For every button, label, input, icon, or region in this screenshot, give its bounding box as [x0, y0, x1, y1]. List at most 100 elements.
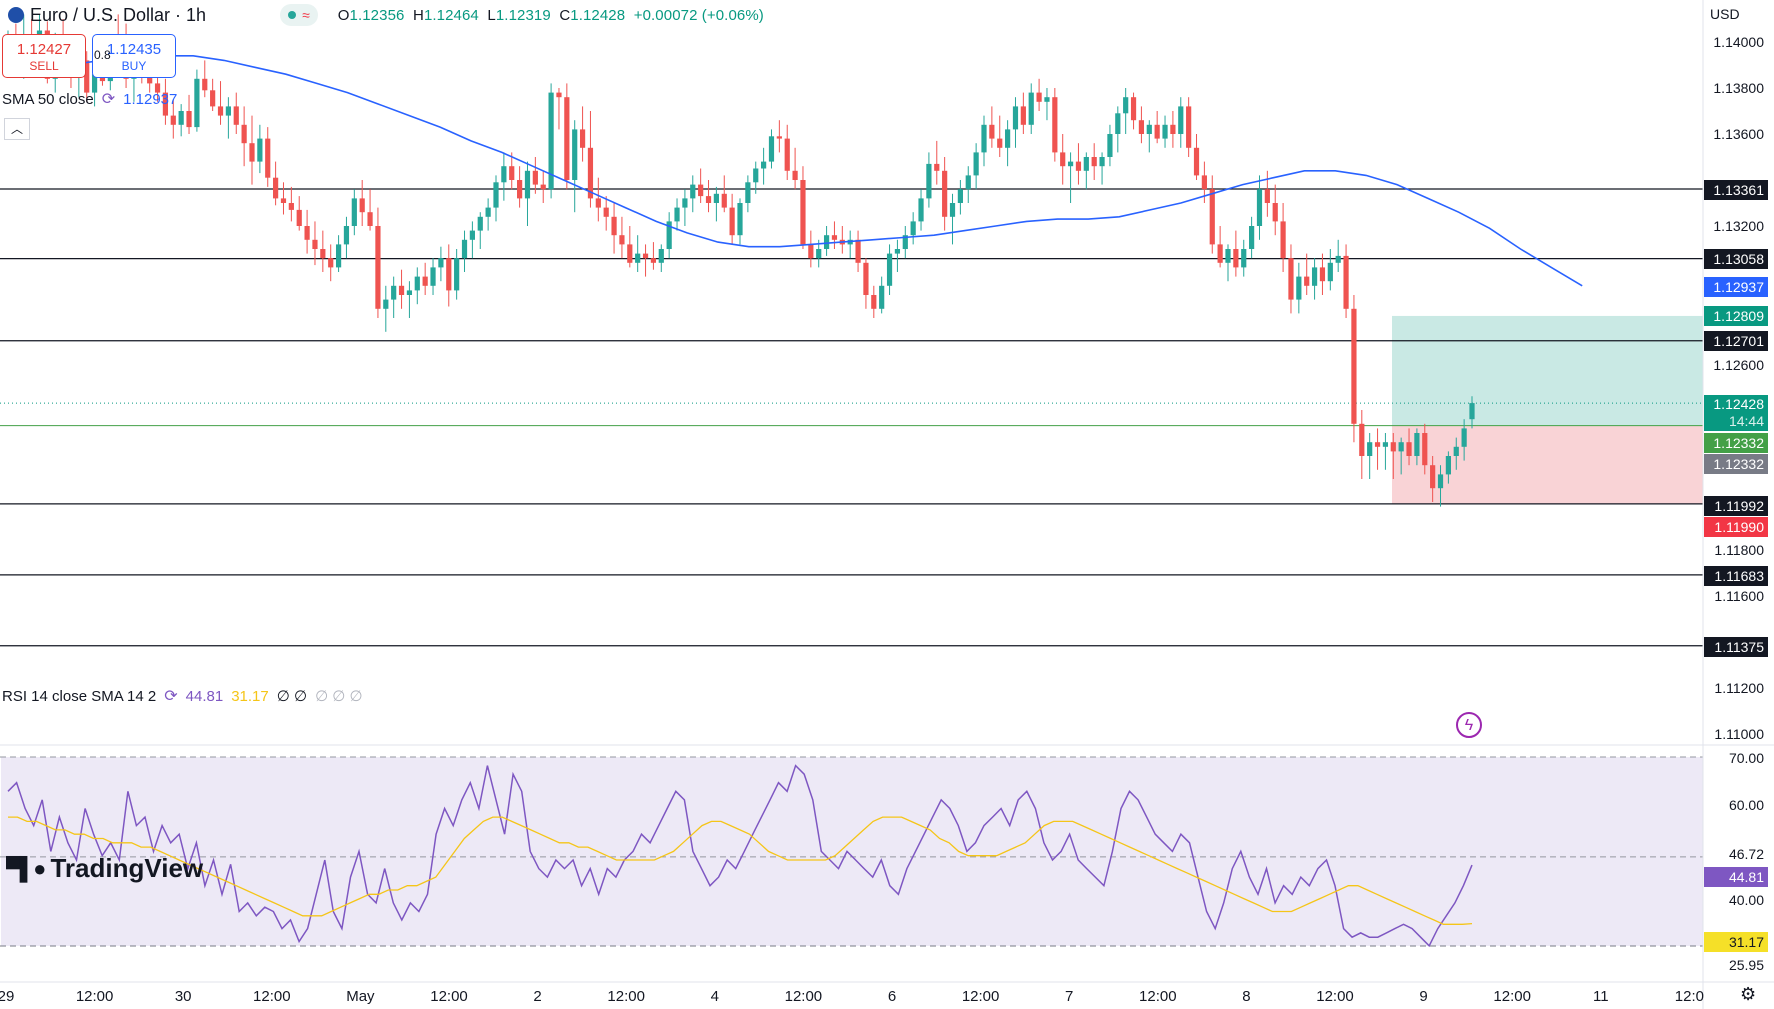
candle-body [1437, 474, 1444, 489]
candle-body [879, 285, 885, 309]
candle-body [1178, 106, 1184, 134]
sma-price-label: 1.12937 [1704, 277, 1768, 297]
candle-body [564, 97, 570, 180]
candle-body [312, 239, 318, 249]
candle-body [422, 276, 428, 286]
candle-body [886, 253, 893, 286]
time-tick: 11 [1593, 988, 1609, 1005]
candle-body [635, 253, 641, 263]
candle-body [249, 143, 255, 162]
price-tick: 1.12600 [1713, 357, 1764, 373]
price-tick: 1.11000 [1714, 726, 1764, 742]
candle-body [485, 207, 491, 217]
level-label[interactable]: 1.13361 [1704, 180, 1768, 200]
candle-body [1115, 113, 1121, 134]
settings-gear-icon[interactable]: ⚙ [1740, 984, 1757, 1004]
candle-body [1225, 249, 1231, 263]
rsi-value-label: 44.81 [1704, 867, 1768, 887]
buy-button[interactable]: 1.12435 BUY [92, 34, 176, 78]
candle-body [1288, 258, 1294, 300]
rsi-refresh-icon[interactable]: ⟳ [164, 688, 178, 705]
candle-body [509, 166, 515, 180]
candle-body [792, 170, 798, 180]
tradingview-logo-text: TradingView [50, 853, 204, 883]
sell-button[interactable]: 1.12427 SELL [2, 34, 86, 78]
sma-legend-value: 1.12937 [123, 90, 178, 108]
candle-body [532, 170, 538, 185]
candle-body [658, 249, 664, 263]
time-tick: 12:00 [75, 988, 114, 1005]
candle-body [501, 166, 507, 183]
tradingview-logo-icon: ▀▌● [6, 855, 46, 881]
price-tick: 1.11600 [1714, 588, 1764, 604]
level-label[interactable]: 1.11683 [1704, 566, 1768, 586]
level-label[interactable]: 1.13058 [1704, 249, 1768, 269]
candle-body [1445, 456, 1451, 475]
refresh-icon[interactable]: ⟳ [101, 91, 116, 108]
candle-body [280, 198, 287, 203]
candle-body [808, 244, 814, 259]
candle-body [1193, 147, 1200, 176]
time-tick: 12:0 [1674, 988, 1704, 1005]
sma-legend[interactable]: SMA 50 close ⟳ 1.12937 [2, 89, 177, 109]
market-open-dot-icon [288, 11, 297, 19]
candle-body [1217, 244, 1223, 263]
flash-alert-icon[interactable]: ϟ [1456, 712, 1482, 738]
rsi-tick: 60.00 [1728, 797, 1764, 813]
candle-body [831, 235, 838, 240]
candle-body [1280, 221, 1286, 259]
time-tick: 12:00 [253, 988, 291, 1005]
candle-body [745, 182, 751, 203]
candle-body [1107, 134, 1113, 157]
symbol-title[interactable]: Euro / U.S. Dollar · 1h [30, 4, 207, 25]
candle-body [1186, 106, 1192, 148]
candle-body [178, 111, 184, 125]
sma-legend-label: SMA 50 close [2, 90, 94, 108]
candle-body [1138, 120, 1145, 134]
candle-body [328, 258, 334, 268]
candle-body [391, 285, 397, 300]
rsi-sma-value-label: 31.17 [1704, 932, 1768, 952]
candle-body [1272, 203, 1278, 222]
level-label[interactable]: 1.12701 [1704, 331, 1768, 351]
rsi-legend[interactable]: RSI 14 close SMA 14 2 ⟳ 44.81 31.17 ∅ ∅ … [2, 686, 363, 706]
candle-body [666, 221, 672, 249]
tradingview-logo[interactable]: ▀▌● TradingView [6, 853, 203, 884]
candle-body [816, 249, 822, 259]
candle-body [454, 258, 460, 291]
candle-body [1233, 249, 1239, 268]
candle-body [241, 124, 247, 144]
candle-body [698, 184, 704, 197]
rsi-tick: 40.00 [1728, 892, 1764, 908]
candle-body [1335, 255, 1341, 263]
price-tick: 1.13600 [1713, 126, 1764, 142]
time-tick: 7 [1065, 988, 1074, 1005]
rsi-legend-extra2: ∅ ∅ ∅ [315, 688, 363, 705]
candle-body [690, 184, 696, 199]
market-status-pill[interactable]: ≈ [280, 4, 318, 26]
candle-body [776, 136, 782, 139]
candle-body [367, 212, 373, 226]
level-label[interactable]: 1.11992 [1704, 496, 1768, 516]
candle-body [477, 216, 483, 231]
candle-body [154, 83, 161, 93]
candle-body [603, 207, 609, 217]
candle-body [918, 198, 924, 222]
candle-body [1209, 189, 1215, 245]
candle-body [674, 207, 680, 222]
candle-body [572, 129, 578, 180]
candle-body [768, 136, 775, 162]
collapse-legend-chevron-up-icon[interactable]: ︿ [4, 118, 30, 140]
candle-body [871, 295, 877, 309]
candle-body [162, 92, 169, 116]
candle-body [233, 106, 239, 125]
price-tick: 1.11200 [1714, 680, 1764, 696]
candle-body [957, 189, 963, 203]
candle-body [1422, 433, 1428, 466]
candle-body [997, 138, 1003, 148]
level-label[interactable]: 1.11375 [1704, 637, 1768, 657]
candle-body [406, 290, 413, 295]
currency-selector[interactable]: USD [1710, 6, 1740, 22]
candle-body [1469, 403, 1475, 420]
